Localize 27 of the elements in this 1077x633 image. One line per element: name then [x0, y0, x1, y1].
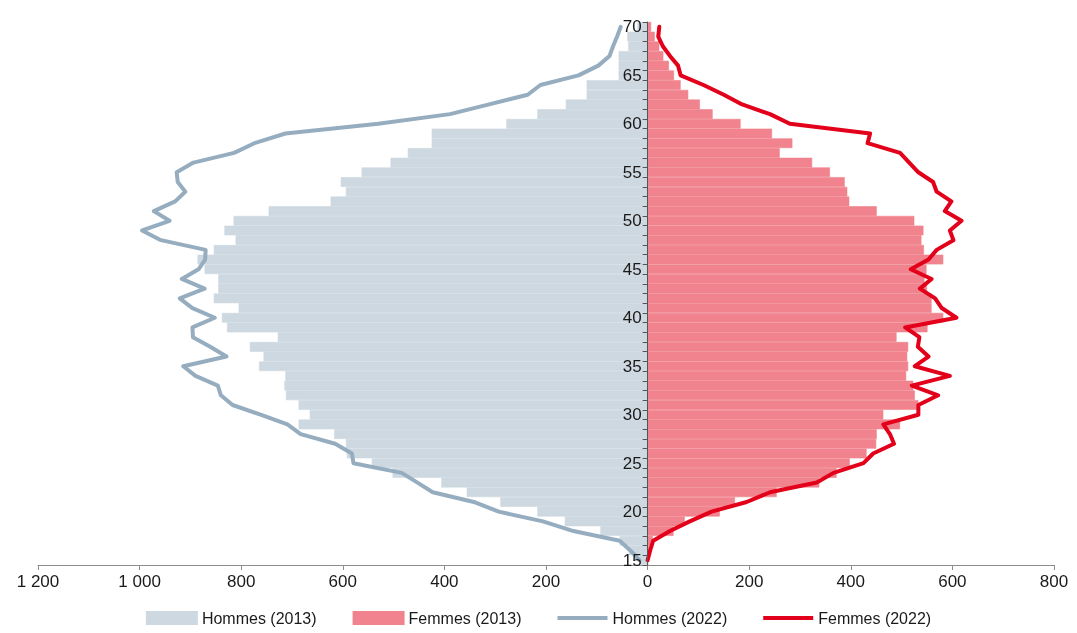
legend-label: Femmes (2022) — [818, 609, 932, 627]
y-tick-label: 55 — [622, 162, 642, 182]
x-tick-label: 800 — [227, 572, 256, 591]
legend-label: Femmes (2013) — [408, 609, 522, 627]
x-tick-label: 200 — [531, 572, 561, 591]
x-tick-label: 1 000 — [118, 572, 161, 591]
y-tick-label: 40 — [622, 308, 642, 328]
x-tick-label: 1 200 — [16, 572, 60, 591]
y-tick-label: 30 — [622, 405, 642, 425]
y-tick-label: 45 — [622, 259, 642, 279]
y-tick-label: 60 — [622, 114, 642, 134]
legend-label: Hommes (2013) — [201, 609, 317, 627]
x-tick-label: 600 — [328, 572, 357, 591]
legend-label: Hommes (2022) — [612, 609, 728, 627]
y-tick-label: 25 — [622, 453, 642, 473]
y-tick-label: 15 — [622, 550, 642, 570]
x-tick-label: 800 — [1039, 572, 1069, 591]
y-tick-label: 70 — [622, 17, 642, 37]
x-tick-label: 200 — [735, 572, 764, 591]
x-tick-label: 600 — [938, 572, 967, 591]
y-tick-label: 50 — [622, 211, 642, 231]
x-tick-label: 400 — [836, 572, 865, 591]
y-tick-label: 20 — [622, 502, 642, 522]
y-tick-label: 35 — [622, 356, 642, 376]
x-tick-label: 0 — [642, 572, 653, 591]
y-tick-label: 65 — [622, 65, 642, 85]
x-tick-label: 400 — [430, 572, 459, 591]
